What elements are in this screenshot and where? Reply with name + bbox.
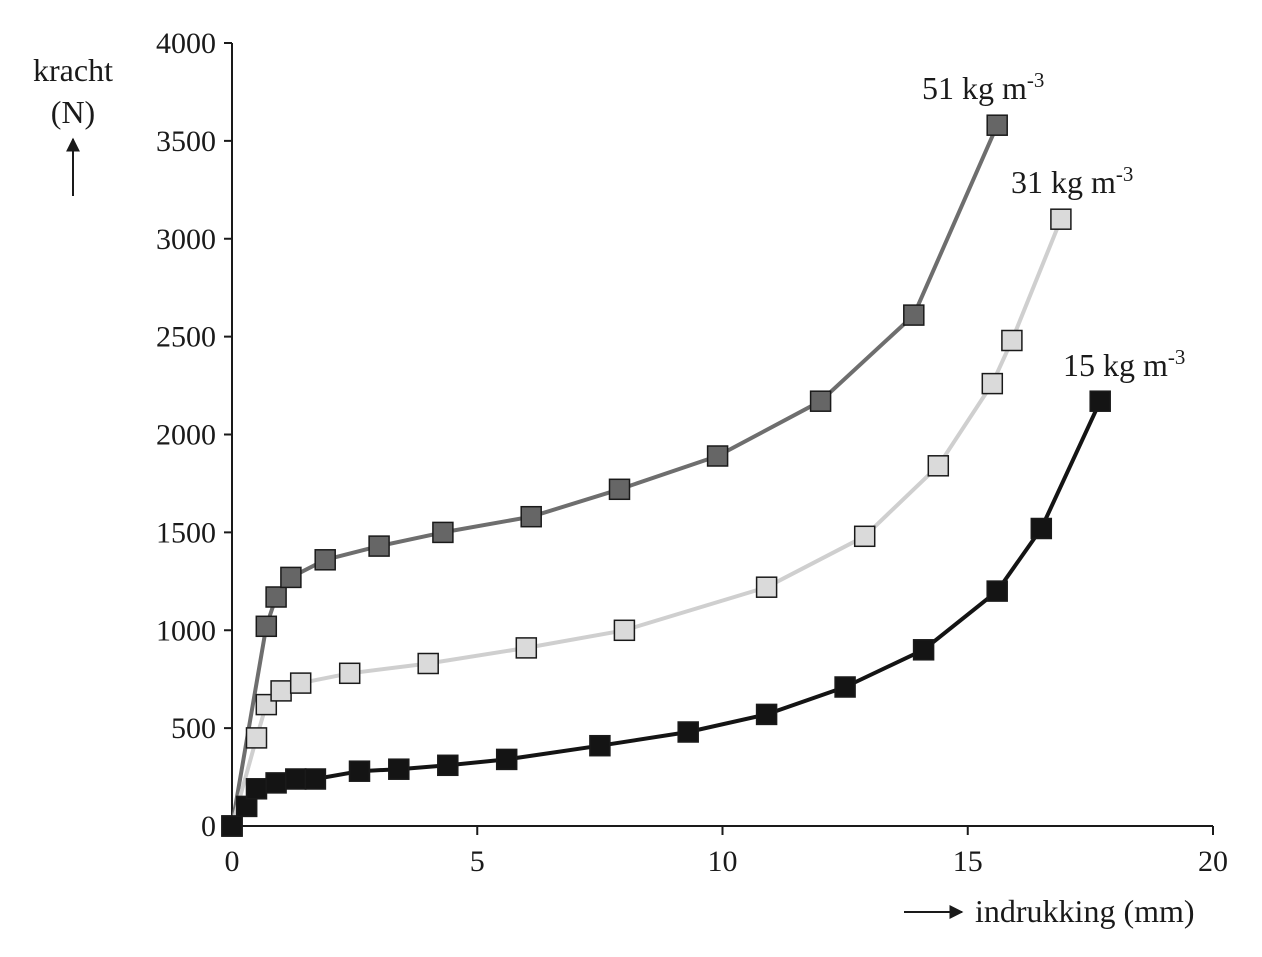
data-point — [245, 727, 268, 749]
data-point — [255, 615, 278, 638]
series-label-31: 31 kg m-3 — [1011, 162, 1133, 200]
data-point — [338, 662, 361, 685]
data-point — [986, 580, 1008, 602]
y-tick-label: 500 — [171, 712, 216, 745]
data-point — [304, 768, 327, 790]
series-1 — [221, 114, 1008, 837]
data-point — [388, 758, 410, 780]
y-tick-label: 2500 — [156, 321, 216, 354]
data-point — [677, 721, 699, 743]
data-point — [1050, 208, 1072, 230]
y-tick-label: 3500 — [156, 125, 216, 158]
data-point — [834, 676, 856, 698]
data-point — [912, 639, 935, 661]
data-point — [348, 760, 371, 782]
data-point — [437, 754, 459, 777]
x-axis-ticks: 0 5 10 15 20 — [225, 826, 1228, 878]
x-tick-label: 10 — [708, 845, 738, 878]
data-point — [927, 455, 950, 477]
series-label-51: 51 kg m-3 — [922, 68, 1044, 106]
x-tick-label: 5 — [470, 845, 485, 878]
series-3 — [221, 390, 1111, 837]
y-tick-label: 3000 — [156, 223, 216, 256]
series-line — [230, 218, 1063, 827]
data-point — [986, 114, 1008, 136]
data-point — [245, 778, 268, 800]
data-point — [368, 535, 390, 557]
y-tick-label: 4000 — [156, 27, 216, 60]
y-axis-ticks: 0 500 1000 1500 2000 2500 3000 3500 4000 — [156, 27, 232, 843]
data-point — [981, 372, 1004, 395]
data-point — [1001, 329, 1023, 352]
data-point — [853, 525, 876, 548]
y-tick-label: 1500 — [156, 516, 216, 549]
data-point — [755, 703, 778, 726]
y-tick-label: 2000 — [156, 419, 216, 452]
data-point — [613, 619, 636, 642]
data-point — [809, 390, 832, 412]
y-axis-label-line-2: (N) — [51, 94, 95, 130]
y-tick-label: 1000 — [156, 614, 216, 647]
y-axis-label-line-1: kracht — [33, 52, 113, 88]
data-point — [314, 549, 336, 571]
data-point — [608, 478, 631, 501]
series-layer — [221, 114, 1111, 837]
x-tick-label: 20 — [1198, 845, 1228, 878]
series-label-15: 15 kg m-3 — [1063, 345, 1185, 383]
x-tick-label: 15 — [953, 845, 983, 878]
data-point — [903, 304, 925, 326]
data-point — [520, 505, 542, 528]
data-point — [280, 566, 302, 589]
data-point — [265, 586, 287, 608]
series-line — [230, 124, 1000, 827]
series-2 — [221, 208, 1072, 837]
data-point — [515, 637, 538, 659]
x-tick-label: 0 — [225, 845, 240, 878]
data-point — [285, 768, 307, 790]
data-point — [270, 680, 292, 702]
data-point — [755, 576, 778, 598]
data-point — [221, 815, 243, 837]
data-point — [265, 772, 287, 794]
x-axis-label: indrukking (mm) — [975, 893, 1195, 929]
data-point — [289, 672, 312, 694]
data-point — [1030, 517, 1053, 540]
y-tick-label: 0 — [201, 810, 216, 843]
data-point — [495, 748, 518, 771]
data-point — [432, 521, 454, 544]
data-point — [1089, 390, 1111, 412]
data-point — [417, 652, 439, 675]
data-point — [706, 445, 729, 467]
data-point — [589, 734, 611, 757]
